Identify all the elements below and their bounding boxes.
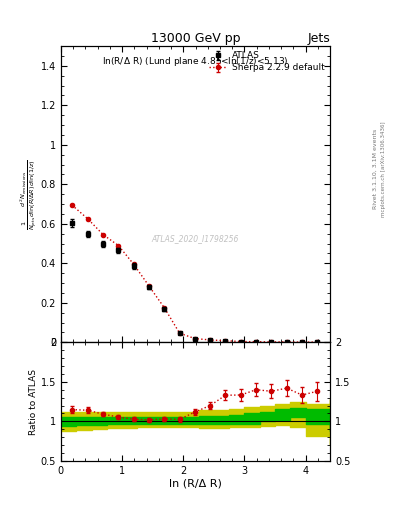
Text: Jets: Jets [307, 32, 330, 45]
Title: 13000 GeV pp: 13000 GeV pp [151, 32, 240, 45]
Legend: ATLAS, Sherpa 2.2.9 default: ATLAS, Sherpa 2.2.9 default [206, 48, 328, 76]
Text: ln(R/$\Delta$ R) (Lund plane 4.85<ln(1/z)<5.13): ln(R/$\Delta$ R) (Lund plane 4.85<ln(1/z… [102, 55, 289, 68]
Text: Rivet 3.1.10, 3.1M events: Rivet 3.1.10, 3.1M events [373, 129, 378, 209]
X-axis label: ln (R/Δ R): ln (R/Δ R) [169, 478, 222, 488]
Y-axis label: Ratio to ATLAS: Ratio to ATLAS [29, 369, 38, 435]
Text: mcplots.cern.ch [arXiv:1306.3436]: mcplots.cern.ch [arXiv:1306.3436] [381, 121, 386, 217]
Text: ATLAS_2020_I1798256: ATLAS_2020_I1798256 [152, 234, 239, 243]
Y-axis label: $\frac{1}{N_{\mathrm{jets}}}\frac{d^2 N_{\mathrm{emissions}}}{d\ln(R/\Delta R)\,: $\frac{1}{N_{\mathrm{jets}}}\frac{d^2 N_… [18, 159, 39, 230]
